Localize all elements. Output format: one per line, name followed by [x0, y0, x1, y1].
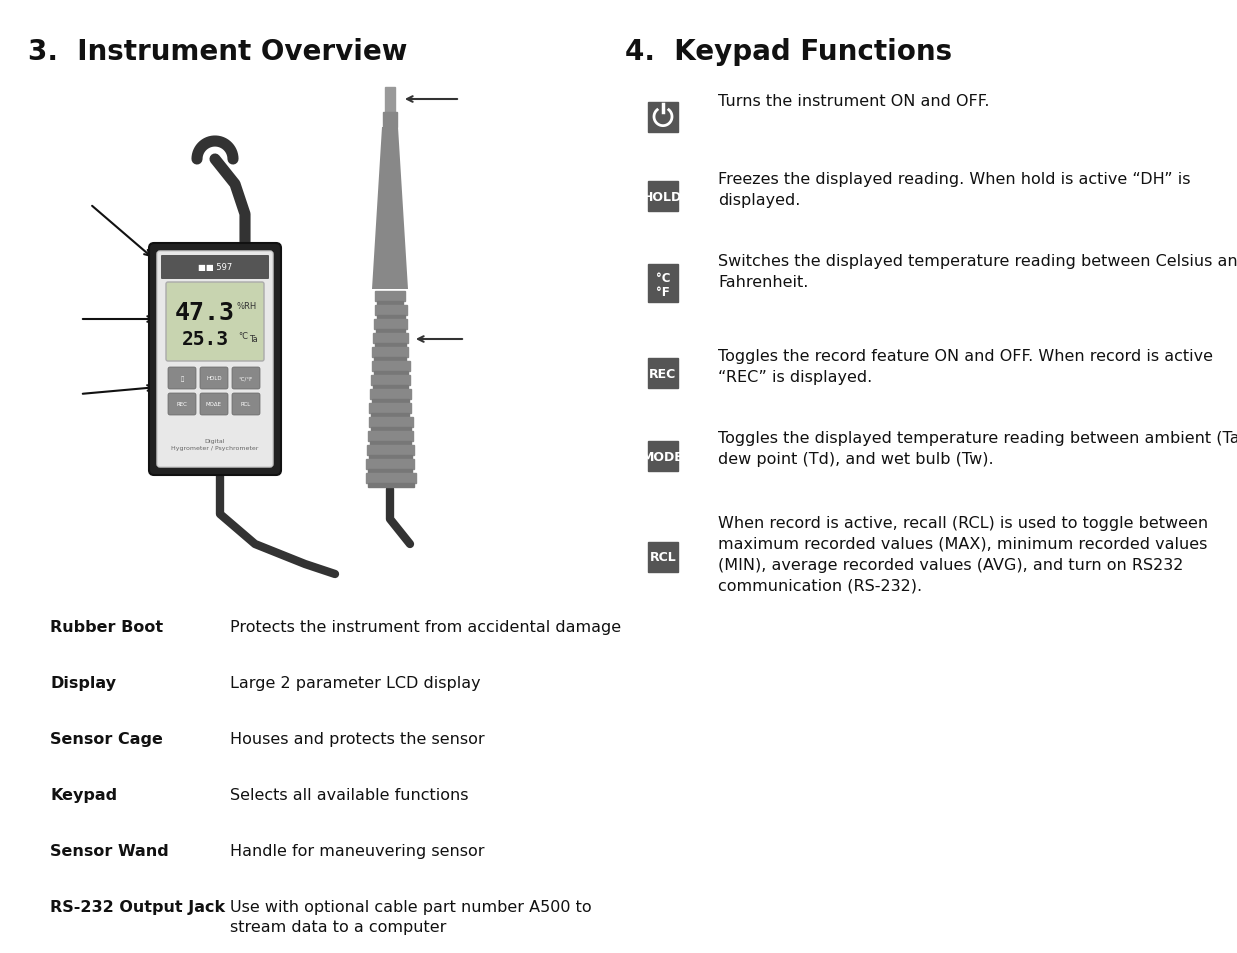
Bar: [367, 470, 412, 474]
Text: °F: °F: [656, 285, 670, 298]
Text: MOΔE: MOΔE: [207, 402, 221, 407]
Text: 4.  Keypad Functions: 4. Keypad Functions: [625, 38, 952, 66]
Text: Sensor Cage: Sensor Cage: [49, 731, 163, 746]
Bar: [366, 459, 414, 470]
FancyBboxPatch shape: [233, 394, 260, 416]
Text: Switches the displayed temperature reading between Celsius and
Fahrenheit.: Switches the displayed temperature readi…: [717, 253, 1237, 290]
Text: HOLD: HOLD: [643, 191, 683, 203]
Bar: [375, 306, 407, 315]
Text: Protects the instrument from accidental damage: Protects the instrument from accidental …: [230, 619, 621, 635]
FancyBboxPatch shape: [233, 368, 260, 390]
Bar: [374, 319, 407, 330]
Text: REC: REC: [649, 367, 677, 380]
Bar: [377, 315, 404, 319]
Bar: [648, 265, 678, 303]
FancyBboxPatch shape: [161, 255, 268, 280]
Bar: [369, 417, 412, 428]
Text: When record is active, recall (RCL) is used to toggle between
maximum recorded v: When record is active, recall (RCL) is u…: [717, 516, 1209, 594]
Text: °C: °C: [238, 333, 247, 341]
Bar: [371, 428, 411, 432]
Bar: [375, 344, 406, 348]
Bar: [370, 390, 411, 399]
Text: ⏻: ⏻: [181, 375, 183, 381]
Bar: [383, 112, 397, 128]
Text: Digital
Hygrometer / Psychrometer: Digital Hygrometer / Psychrometer: [171, 438, 259, 451]
Text: HOLD: HOLD: [207, 376, 221, 381]
FancyBboxPatch shape: [148, 244, 281, 476]
Bar: [371, 375, 409, 386]
Text: RCL: RCL: [241, 402, 251, 407]
Text: 3.  Instrument Overview: 3. Instrument Overview: [28, 38, 407, 66]
Text: Display: Display: [49, 676, 116, 690]
Bar: [369, 456, 412, 459]
Bar: [374, 386, 408, 390]
Bar: [385, 88, 395, 112]
Bar: [648, 542, 678, 572]
FancyBboxPatch shape: [168, 368, 195, 390]
Text: Keypad: Keypad: [49, 787, 118, 802]
Text: °C: °C: [656, 272, 670, 284]
Bar: [367, 446, 413, 456]
Bar: [374, 372, 407, 375]
Text: Turns the instrument ON and OFF.: Turns the instrument ON and OFF.: [717, 94, 990, 109]
Text: MODE: MODE: [642, 451, 684, 463]
Text: Freezes the displayed reading. When hold is active “DH” is
displayed.: Freezes the displayed reading. When hold…: [717, 172, 1190, 208]
Bar: [377, 302, 403, 306]
Bar: [367, 432, 413, 441]
Text: RCL: RCL: [649, 551, 677, 563]
Bar: [372, 348, 408, 357]
Text: ■■ 597: ■■ 597: [198, 263, 233, 273]
FancyBboxPatch shape: [200, 368, 228, 390]
Text: Handle for maneuvering sensor: Handle for maneuvering sensor: [230, 843, 485, 858]
FancyBboxPatch shape: [200, 394, 228, 416]
Polygon shape: [372, 128, 408, 290]
Text: °C/°F: °C/°F: [239, 376, 254, 381]
Text: RS-232 Output Jack: RS-232 Output Jack: [49, 899, 225, 914]
FancyBboxPatch shape: [166, 283, 263, 361]
Bar: [376, 330, 404, 334]
Bar: [370, 441, 411, 446]
Bar: [374, 357, 406, 361]
Bar: [372, 399, 408, 403]
Text: REC: REC: [177, 402, 188, 407]
Bar: [375, 292, 404, 302]
Bar: [648, 182, 678, 212]
Text: Selects all available functions: Selects all available functions: [230, 787, 469, 802]
Text: Ta: Ta: [249, 335, 257, 344]
Text: 47.3: 47.3: [174, 301, 235, 325]
Bar: [371, 414, 409, 417]
Text: Sensor Wand: Sensor Wand: [49, 843, 168, 858]
Bar: [648, 358, 678, 389]
Text: Rubber Boot: Rubber Boot: [49, 619, 163, 635]
Text: Houses and protects the sensor: Houses and protects the sensor: [230, 731, 485, 746]
Bar: [367, 483, 413, 488]
Bar: [374, 334, 407, 344]
Bar: [648, 442, 678, 472]
Text: Use with optional cable part number A500 to
stream data to a computer: Use with optional cable part number A500…: [230, 899, 591, 934]
FancyBboxPatch shape: [157, 252, 273, 468]
Bar: [369, 403, 411, 414]
Bar: [648, 103, 678, 132]
FancyBboxPatch shape: [168, 394, 195, 416]
Bar: [372, 361, 409, 372]
Bar: [366, 474, 416, 483]
Text: Toggles the displayed temperature reading between ambient (Ta),
dew point (Td), : Toggles the displayed temperature readin…: [717, 431, 1237, 467]
Text: 25.3: 25.3: [182, 330, 229, 349]
Text: %RH: %RH: [236, 302, 257, 312]
Text: Large 2 parameter LCD display: Large 2 parameter LCD display: [230, 676, 481, 690]
Text: Toggles the record feature ON and OFF. When record is active
“REC” is displayed.: Toggles the record feature ON and OFF. W…: [717, 349, 1213, 385]
